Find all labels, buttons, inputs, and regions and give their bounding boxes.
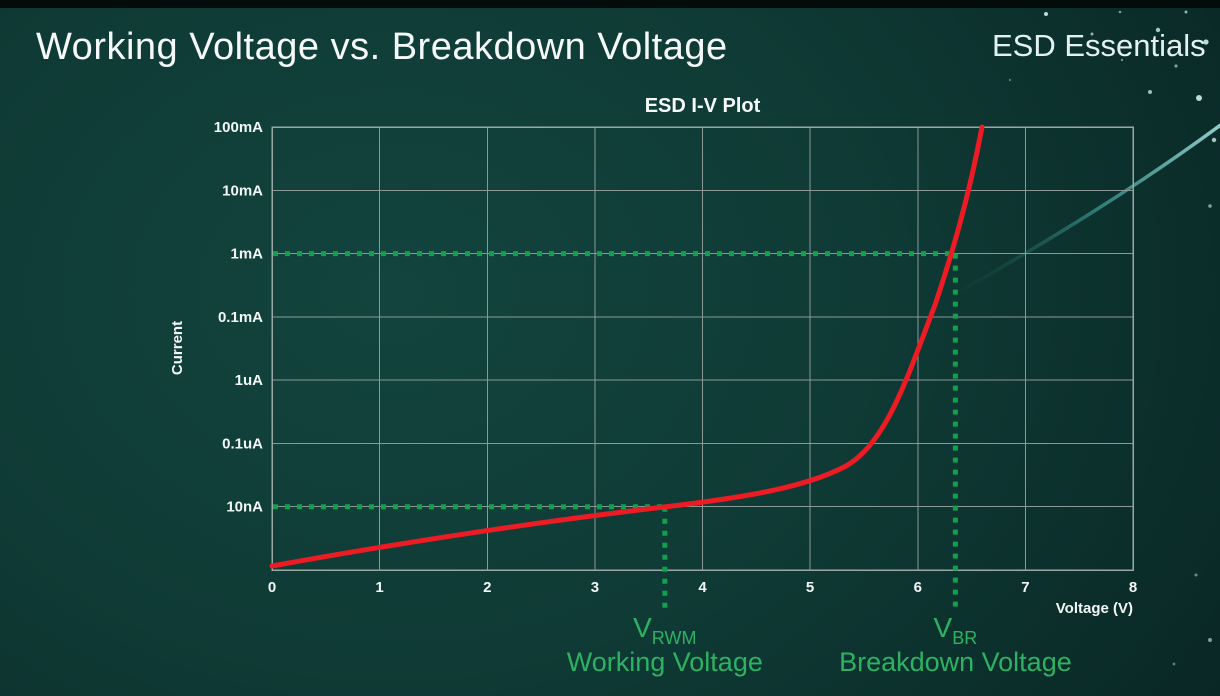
top-letterbox-strip bbox=[0, 0, 1220, 8]
x-axis-title: Voltage (V) bbox=[1056, 600, 1133, 617]
chart-title: ESD I-V Plot bbox=[645, 95, 761, 117]
guide-lines bbox=[273, 251, 958, 613]
y-tick-label: 10mA bbox=[222, 182, 263, 199]
x-tick-label: 1 bbox=[375, 579, 383, 596]
vrwm-subscript: RWM bbox=[652, 628, 697, 648]
x-tick-label: 0 bbox=[268, 579, 276, 596]
brand-text: ESD Essentials bbox=[992, 28, 1206, 63]
working-voltage-caption: Working Voltage bbox=[567, 647, 763, 677]
x-tick-label: 2 bbox=[483, 579, 491, 596]
y-tick-label: 1uA bbox=[235, 372, 264, 389]
y-tick-label: 0.1mA bbox=[218, 309, 263, 326]
esd-iv-chart: ESD I-V Plot 100mA 10mA 1mA bbox=[169, 95, 1137, 677]
breakdown-voltage-caption: Breakdown Voltage bbox=[839, 647, 1072, 677]
y-axis-title: Current bbox=[169, 321, 186, 375]
annotation-breakdown-voltage: VBR Breakdown Voltage bbox=[839, 612, 1072, 677]
iv-curve bbox=[269, 124, 985, 569]
x-tick-label: 8 bbox=[1129, 579, 1137, 596]
vrwm-symbol: V bbox=[633, 612, 652, 643]
vbr-label: VBR bbox=[934, 612, 978, 648]
vrwm-label: VRWM bbox=[633, 612, 696, 648]
vbr-symbol: V bbox=[934, 612, 953, 643]
y-tick-label: 100mA bbox=[214, 119, 263, 136]
y-tick-label: 0.1uA bbox=[222, 435, 263, 452]
grid-lines bbox=[271, 126, 1134, 571]
y-axis-ticks: 100mA 10mA 1mA 0.1mA 1uA 0.1uA 10nA bbox=[214, 119, 263, 516]
annotation-working-voltage: VRWM Working Voltage bbox=[567, 612, 763, 677]
x-tick-label: 4 bbox=[698, 579, 707, 596]
plot-frame bbox=[271, 126, 1134, 571]
x-tick-label: 5 bbox=[806, 579, 814, 596]
page-title: Working Voltage vs. Breakdown Voltage bbox=[36, 26, 728, 68]
x-axis-ticks: 0 1 2 3 4 5 6 7 8 bbox=[268, 579, 1137, 596]
x-tick-label: 6 bbox=[914, 579, 922, 596]
x-tick-label: 7 bbox=[1021, 579, 1029, 596]
y-tick-label: 10nA bbox=[226, 499, 263, 516]
x-tick-label: 3 bbox=[591, 579, 599, 596]
vbr-subscript: BR bbox=[952, 628, 977, 648]
y-tick-label: 1mA bbox=[230, 246, 263, 263]
